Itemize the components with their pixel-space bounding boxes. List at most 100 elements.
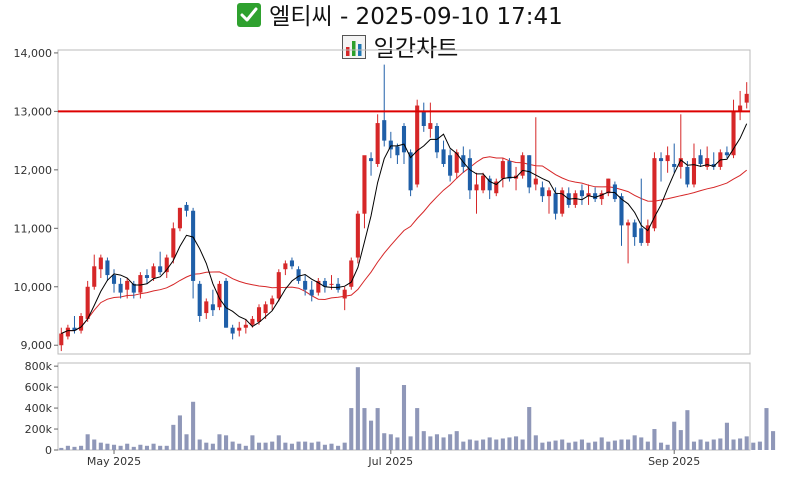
volume-bar — [362, 408, 367, 450]
candle-body — [553, 193, 558, 214]
candle-body — [131, 283, 136, 293]
volume-bar — [191, 401, 196, 450]
volume-bar — [619, 439, 624, 450]
volume-bar — [507, 437, 512, 450]
candle-body — [105, 260, 110, 276]
volume-tick-label: 400k — [25, 402, 53, 415]
volume-bar — [283, 442, 288, 450]
volume-tick-label: 200k — [25, 423, 53, 436]
volume-bar — [263, 442, 268, 450]
candle-body — [72, 327, 77, 331]
volume-bar — [177, 415, 182, 450]
candle-body — [111, 275, 117, 284]
volume-bar — [744, 436, 749, 450]
candle-body — [309, 289, 314, 296]
volume-bar — [197, 439, 202, 450]
volume-bar — [738, 438, 743, 450]
candle-body — [731, 111, 736, 156]
volume-bar — [401, 385, 407, 450]
candle-body — [303, 280, 308, 290]
chart-subtitle-text: 일간차트 — [373, 36, 459, 62]
volume-bar — [210, 443, 215, 450]
volume-bar — [118, 445, 123, 450]
candle-body — [481, 175, 486, 191]
volume-bar — [355, 367, 360, 450]
candle-body — [92, 266, 97, 287]
volume-bar — [586, 442, 591, 450]
candle-body — [204, 301, 209, 314]
candle-body — [665, 155, 670, 162]
candle-body — [658, 158, 664, 162]
volume-bar — [382, 433, 387, 450]
candle-body — [177, 207, 182, 229]
candle-body — [191, 210, 196, 281]
candle-body — [500, 161, 505, 179]
volume-bar — [428, 436, 433, 450]
price-tick-label: 13,000 — [14, 105, 53, 118]
candle-body — [342, 289, 347, 299]
candle-body — [711, 164, 716, 167]
volume-bar — [724, 422, 729, 450]
volume-bar — [678, 430, 683, 450]
volume-bar — [164, 445, 169, 450]
candle-body — [467, 158, 472, 191]
candle-body — [461, 155, 466, 167]
candle-body — [237, 327, 242, 331]
volume-bar — [316, 441, 321, 450]
volume-bar — [573, 441, 578, 450]
volume-bar — [606, 441, 611, 450]
candle-body — [224, 280, 229, 328]
chart-title: 엘티씨 - 2025-09-10 17:41 — [0, 3, 800, 31]
volume-bar — [237, 443, 242, 450]
candle-body — [560, 190, 565, 214]
candle-body — [632, 222, 637, 238]
x-axis: May 2025 Jul 2025 Sep 2025 — [87, 450, 700, 468]
volume-bar — [125, 443, 130, 450]
candle-body — [691, 158, 697, 185]
volume-bar — [79, 445, 84, 450]
volume-bar — [441, 437, 446, 450]
candle-body — [428, 123, 433, 129]
candle-body — [487, 178, 492, 191]
candle-body — [586, 193, 591, 197]
candle-body — [672, 164, 677, 167]
volume-bar — [540, 442, 545, 450]
volume-bar — [645, 441, 650, 450]
candle-body — [724, 152, 729, 156]
volume-bar — [158, 445, 163, 450]
moving-average-short-line — [61, 123, 748, 334]
volume-bar — [434, 434, 439, 450]
volume-bar — [276, 435, 281, 450]
volume-bar — [593, 441, 598, 450]
volume-bar — [467, 439, 472, 450]
candle-body — [612, 184, 617, 200]
volume-bar — [527, 407, 532, 450]
candle-body — [698, 155, 703, 164]
volume-bar — [553, 440, 558, 450]
candle-body — [349, 260, 354, 287]
moving-average-long-line — [61, 156, 748, 334]
volume-bar — [764, 408, 769, 450]
volume-bar — [685, 410, 690, 450]
candle-body — [217, 283, 222, 308]
candle-body — [744, 93, 749, 103]
x-tick-label: Sep 2025 — [648, 455, 700, 468]
volume-bar — [691, 441, 697, 450]
volume-bar — [171, 424, 176, 450]
price-tick-label: 12,000 — [14, 164, 53, 177]
volume-bar — [224, 435, 229, 450]
candle-body — [158, 266, 163, 273]
volume-bar — [533, 435, 538, 450]
price-plot-frame — [57, 49, 751, 355]
candle-body — [652, 158, 657, 229]
volume-bar — [698, 439, 703, 450]
volume-bar — [270, 441, 275, 450]
candle-body — [593, 193, 598, 200]
price-tick-label: 9,000 — [21, 339, 53, 352]
candle-body — [606, 178, 611, 194]
volume-tick-label: 600k — [25, 381, 53, 394]
volume-bar — [408, 436, 413, 450]
volume-bar — [243, 445, 248, 450]
candle-body — [494, 181, 499, 194]
volume-bar — [513, 436, 519, 450]
